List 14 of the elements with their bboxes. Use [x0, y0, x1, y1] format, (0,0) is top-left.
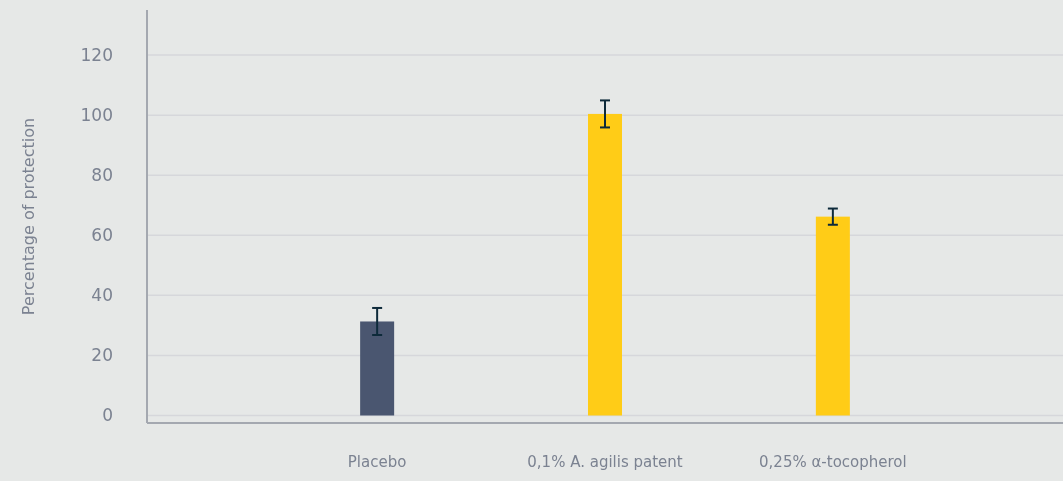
x-tick-label: Placebo [347, 453, 407, 471]
y-tick-label: 40 [91, 285, 113, 306]
x-tick-label: 0,1% A. agilis patent [527, 453, 683, 471]
y-axis-title: Percentage of protection [19, 117, 38, 316]
y-tick-label: 120 [80, 45, 113, 65]
y-tick-label: 20 [91, 345, 113, 366]
x-tick-label: 0,25% α-tocopherol [759, 453, 907, 471]
bar [815, 216, 850, 416]
y-tick-label: 100 [80, 105, 113, 126]
y-tick-label: 0 [102, 405, 113, 426]
bar [588, 113, 622, 416]
bar [360, 321, 395, 416]
y-tick-label: 60 [91, 225, 113, 246]
y-tick-label: 80 [91, 165, 113, 186]
